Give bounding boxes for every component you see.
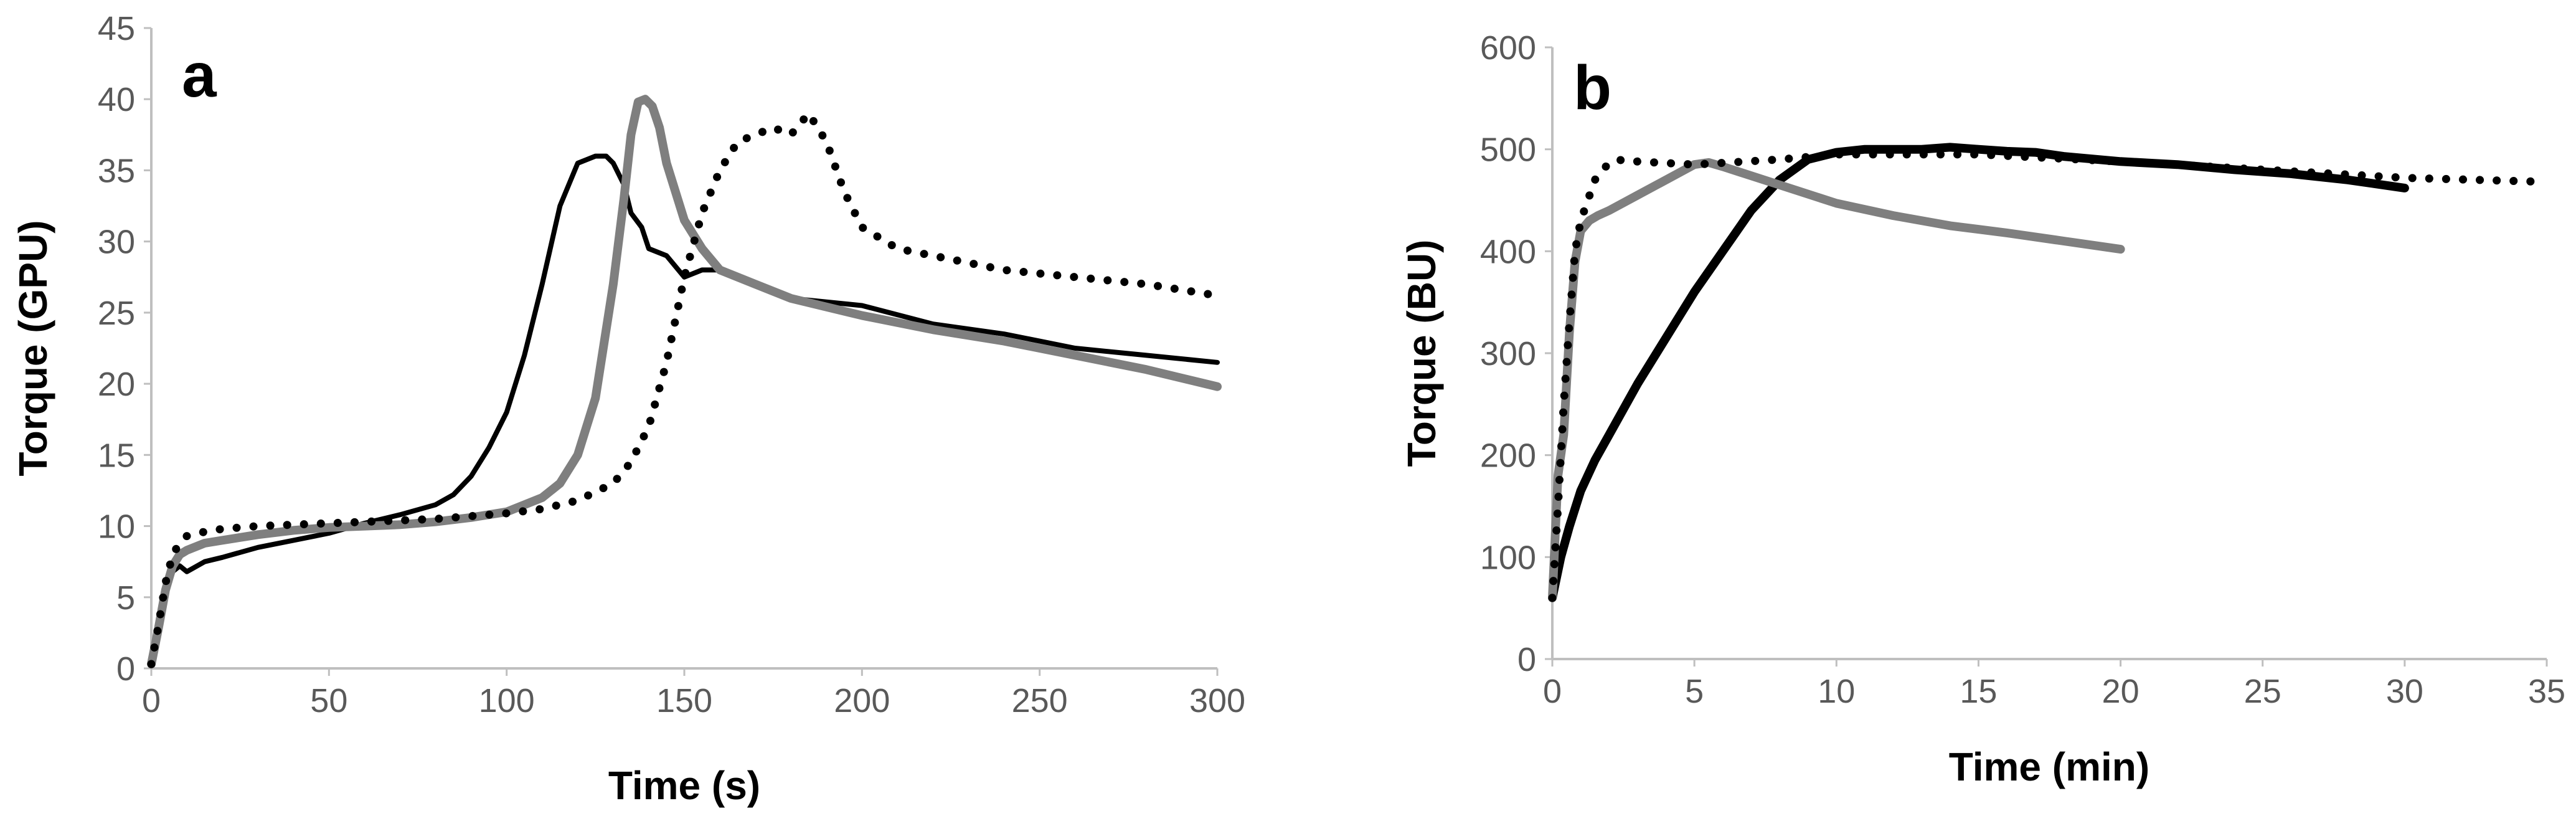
x-tick-label: 250 <box>1012 682 1068 719</box>
y-tick-label: 35 <box>98 152 135 189</box>
y-tick-label: 300 <box>1480 335 1536 373</box>
y-tick-label: 10 <box>98 508 135 546</box>
y-tick-label: 30 <box>98 224 135 261</box>
x-tick-label: 50 <box>310 682 347 719</box>
panel-a-ticks: 0 50 100 150 200 250 300 0 5 10 15 20 25 30 35 40 45 <box>98 10 1245 719</box>
x-tick-label: 25 <box>2244 673 2281 710</box>
x-tick-label: 10 <box>1818 673 1855 710</box>
y-tick-label: 200 <box>1480 437 1536 475</box>
x-tick-label: 150 <box>656 682 712 719</box>
series-line-black-dotted <box>147 109 1222 668</box>
y-tick-label: 5 <box>116 579 135 617</box>
y-tick-label: 500 <box>1480 131 1536 169</box>
x-tick-label: 30 <box>2386 673 2423 710</box>
chart-panel-b: 0 5 10 15 20 25 30 35 0 100 200 300 400 500 600 b Time… <box>1399 29 2565 789</box>
x-tick-label: 200 <box>834 682 890 719</box>
y-tick-label: 20 <box>98 366 135 403</box>
y-tick-label: 15 <box>98 437 135 474</box>
y-tick-label: 40 <box>98 81 135 118</box>
series-line-black-solid <box>149 153 1220 667</box>
series-line-black-thick <box>1548 143 2409 602</box>
y-tick-label: 0 <box>116 650 135 688</box>
x-tick-label: 0 <box>142 682 161 719</box>
panel-a-x-axis-title: Time (s) <box>608 763 760 808</box>
y-tick-label: 25 <box>98 295 135 332</box>
panel-b-label: b <box>1573 53 1611 123</box>
x-tick-label: 20 <box>2102 673 2140 710</box>
series-line-black-dotted <box>1548 150 2551 602</box>
y-tick-label: 100 <box>1480 539 1536 576</box>
panel-b-x-axis-title: Time (min) <box>1949 744 2149 789</box>
panel-b-ticks: 0 5 10 15 20 25 30 35 0 100 200 300 400 500 600 <box>1480 29 2565 710</box>
y-tick-label: 0 <box>1517 641 1536 678</box>
panel-b-y-axis-title: Torque (BU) <box>1399 240 1444 467</box>
panel-a-y-axis-title: Torque (GPU) <box>11 220 55 476</box>
x-tick-label: 100 <box>479 682 535 719</box>
x-tick-label: 35 <box>2528 673 2565 710</box>
chart-panel-a: 0 50 100 150 200 250 300 0 5 10 15 20 25 30 35 40 45 a T… <box>11 10 1245 808</box>
x-tick-label: 0 <box>1543 673 1562 710</box>
series-line-gray-thick <box>147 95 1222 669</box>
panel-a-series <box>147 95 1222 669</box>
y-tick-label: 45 <box>98 10 135 47</box>
y-tick-label: 400 <box>1480 233 1536 270</box>
panel-a-label: a <box>182 40 217 110</box>
x-tick-label: 15 <box>1960 673 1997 710</box>
panel-b-series <box>1548 143 2551 602</box>
x-tick-label: 5 <box>1685 673 1704 710</box>
x-tick-label: 300 <box>1189 682 1245 719</box>
y-tick-label: 600 <box>1480 29 1536 67</box>
